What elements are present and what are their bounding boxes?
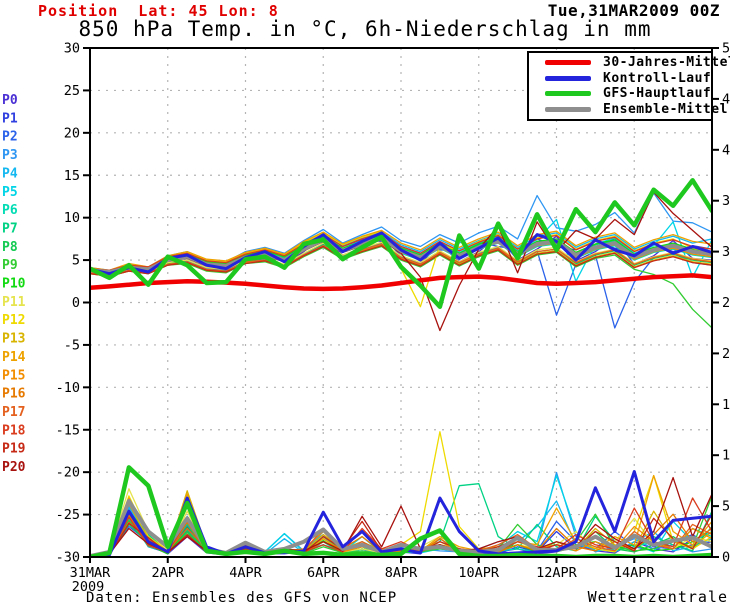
brand-label: Wetterzentrale [587,588,728,606]
member-temp-line-P17 [90,243,712,277]
member-label-P19: P19 [2,442,25,457]
legend-label: 30-Jahres-Mittel [603,55,730,71]
member-temp-line-P11 [90,241,712,276]
x-axis-tick-label: 8APR [385,565,418,581]
right-axis-tick-label: 45 [722,91,730,107]
legend-line-sample [545,60,591,66]
main-precip-line-Ensemble-Mittel [90,499,712,557]
left-axis-tick-label: -20 [56,465,80,481]
right-axis-tick-label: 10 [722,448,730,464]
legend-label: Kontroll-Lauf [603,70,712,86]
left-axis-tick-label: -25 [56,507,80,523]
member-label-P13: P13 [2,332,25,347]
left-axis-tick-label: 5 [72,253,80,269]
position-label: Position Lat: 45 Lon: 8 [38,2,279,20]
left-axis-tick-label: -15 [56,422,80,438]
left-axis-tick-label: 15 [64,168,80,184]
member-temp-line-P9 [90,245,712,329]
right-axis-tick-label: 35 [722,193,730,209]
legend-line-sample [545,75,591,81]
member-label-P3: P3 [2,148,18,163]
legend-label: Ensemble-Mittel [603,101,728,117]
member-label-P1: P1 [2,111,18,126]
x-axis-tick-label: 12APR [536,565,578,581]
x-axis-year-label: 2009 [72,579,105,595]
member-label-P5: P5 [2,185,18,200]
right-axis-tick-label: 20 [722,346,730,362]
legend-row-2: GFS-Hauptlauf [529,86,712,102]
member-label-P9: P9 [2,258,18,273]
legend-row-3: Ensemble-Mittel [529,102,727,117]
member-label-P12: P12 [2,313,25,328]
member-temp-line-P14 [90,229,712,271]
run-datetime: Tue,31MAR2009 00Z [547,1,720,20]
x-axis-tick-label: 6APR [307,565,340,581]
left-axis-tick-label: 10 [64,210,80,226]
legend-row-1: Kontroll-Lauf [529,70,712,86]
member-label-P18: P18 [2,423,26,438]
data-source-label: Daten: Ensembles des GFS von NCEP [86,590,398,606]
chart-title: 850 hPa Temp. in °C, 6h-Niederschlag in … [78,17,652,41]
member-label-P6: P6 [2,203,18,218]
left-axis-tick-label: 30 [64,41,80,57]
member-label-P20: P20 [2,460,26,475]
right-axis-tick-label: 25 [722,295,730,311]
member-label-P17: P17 [2,405,25,420]
right-axis-tick-label: 30 [722,244,730,260]
member-label-P14: P14 [2,350,26,365]
member-label-P16: P16 [2,387,26,402]
left-axis-tick-label: -10 [56,380,80,396]
legend-label: GFS-Hauptlauf [603,86,712,102]
legend-row-0: 30-Jahres-Mittel [529,55,730,70]
left-axis-tick-label: 0 [72,295,80,311]
x-axis-tick-label: 31MAR [70,565,112,581]
member-label-P8: P8 [2,240,18,255]
series-group [90,178,712,557]
member-label-P0: P0 [2,93,18,108]
legend-line-sample [545,91,591,97]
right-axis-tick-label: 15 [722,397,730,413]
legend-line-sample [545,106,591,112]
right-axis-tick-label: 0 [722,550,730,566]
x-axis-tick-label: 10APR [458,565,500,581]
member-label-P7: P7 [2,221,18,236]
main-temp-line-30-Jahres-Mittel [90,273,712,292]
member-precip-line-P20 [90,476,712,557]
left-axis-tick-label: -5 [64,337,80,353]
right-axis-tick-label: 5 [722,499,730,515]
legend: 30-Jahres-Mittel Kontroll-Lauf GFS-Hauptla… [527,51,730,121]
member-label-P15: P15 [2,368,25,383]
member-label-P11: P11 [2,295,26,310]
main-temp-line-GFS-Hauptlauf [90,178,712,309]
right-axis-tick-label: 40 [722,142,730,158]
main-temp-line-Kontroll-Lauf [90,231,712,276]
member-temp-line-P19 [90,245,712,277]
plot-border [89,47,713,558]
right-axis-tick-label: 50 [722,41,730,57]
x-axis-tick-label: 4APR [229,565,262,581]
member-temp-line-P18 [90,232,712,271]
member-temp-line-P2 [90,242,712,329]
left-axis-tick-label: -30 [56,550,80,566]
x-axis-tick-label: 14APR [614,565,656,581]
left-axis-tick-label: 20 [64,125,80,141]
left-axis-tick-label: 25 [64,83,80,99]
member-label-P4: P4 [2,166,18,181]
member-label-P10: P10 [2,277,26,292]
member-label-P2: P2 [2,130,18,145]
x-axis-tick-label: 2APR [151,565,184,581]
